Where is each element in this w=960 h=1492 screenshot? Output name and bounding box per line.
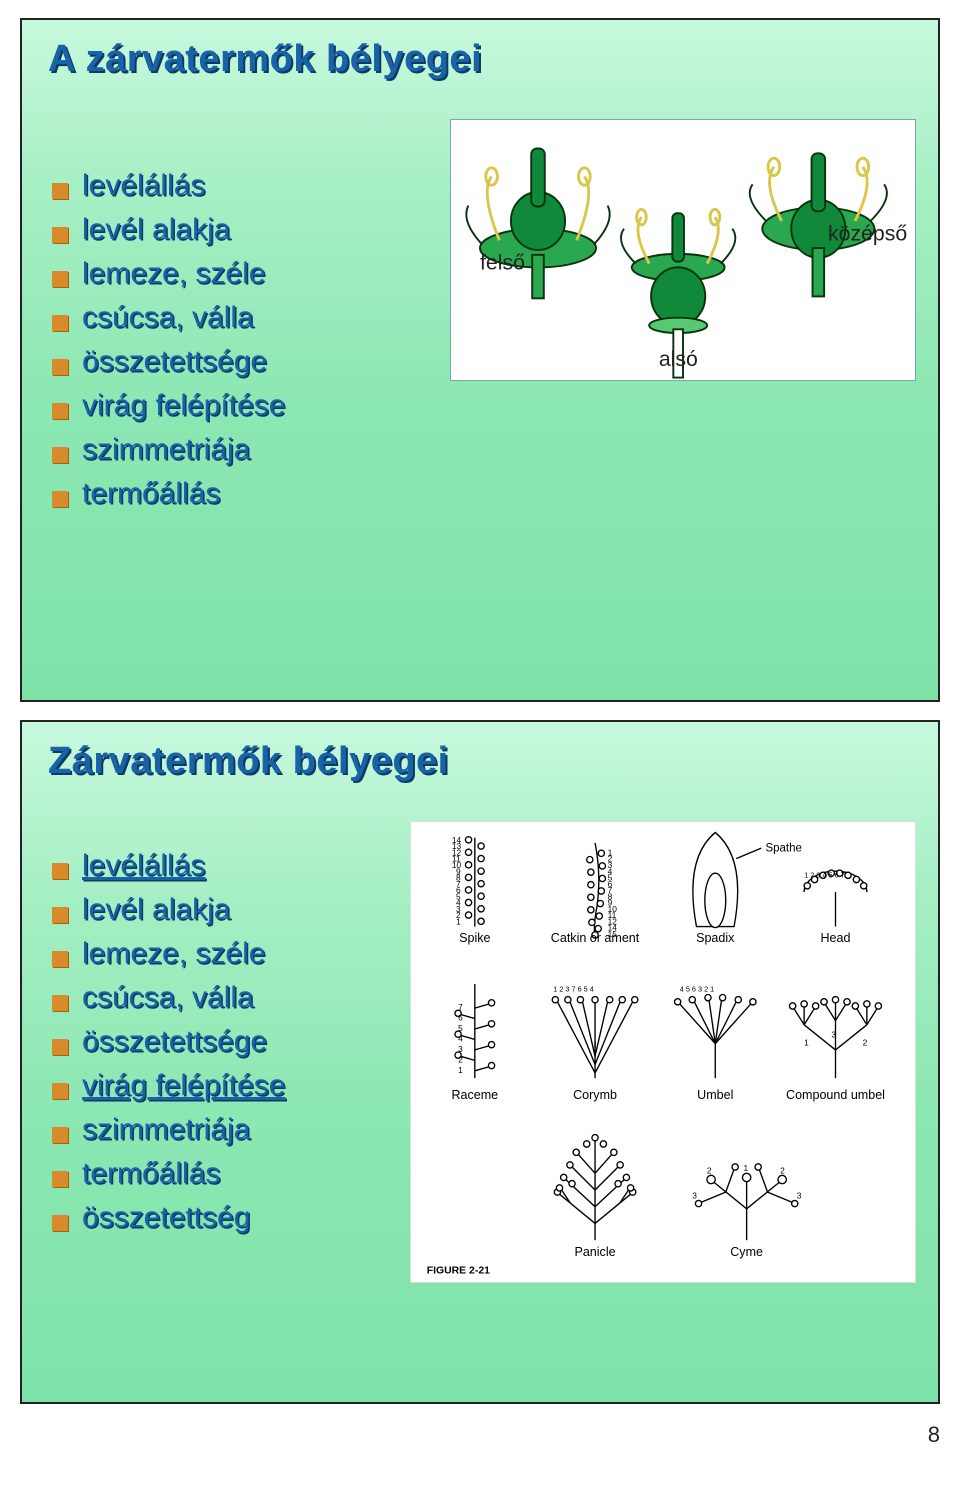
svg-text:1: 1 xyxy=(804,1038,809,1048)
bullet-square-icon xyxy=(52,1215,68,1231)
svg-text:6: 6 xyxy=(458,1013,463,1023)
label-also: alsó xyxy=(659,347,698,371)
bullet-square-icon xyxy=(52,995,68,1011)
svg-text:Head: Head xyxy=(821,931,851,945)
bullet-square-icon xyxy=(52,315,68,331)
bullet-square-icon xyxy=(52,1083,68,1099)
svg-text:7: 7 xyxy=(458,1002,463,1012)
list-item: termőállás xyxy=(52,1157,382,1191)
list-item: virág felépítése xyxy=(52,1069,382,1103)
svg-text:Panicle: Panicle xyxy=(574,1245,615,1259)
list-item: lemeze, széle xyxy=(52,257,422,291)
inflorescence-types-diagram: 1 2 3 4 5 6 7 8 9 10 11 xyxy=(410,821,916,1283)
label-kozepso: középső xyxy=(828,221,907,245)
bullet-square-icon xyxy=(52,183,68,199)
slide-1-bullets: levélállás levél alakja lemeze, széle cs… xyxy=(52,159,422,521)
svg-text:Cyme: Cyme xyxy=(730,1245,763,1259)
bullet-square-icon xyxy=(52,491,68,507)
list-item: levél alakja xyxy=(52,893,382,927)
bullet-square-icon xyxy=(52,227,68,243)
svg-text:3: 3 xyxy=(692,1190,697,1200)
svg-text:Compound umbel: Compound umbel xyxy=(786,1088,885,1102)
bullet-square-icon xyxy=(52,951,68,967)
svg-text:3: 3 xyxy=(831,1029,836,1039)
slide-2: Zárvatermők bélyegei levélállás levél al… xyxy=(20,720,940,1404)
svg-text:Spadix: Spadix xyxy=(696,931,735,945)
list-item: szimmetriája xyxy=(52,1113,382,1147)
bullet-text: levél alakja xyxy=(82,213,230,247)
slide-2-content: levélállás levél alakja lemeze, széle cs… xyxy=(44,821,916,1283)
bullet-square-icon xyxy=(52,1127,68,1143)
slide-1-title: A zárvatermők bélyegei xyxy=(48,38,916,81)
svg-text:2: 2 xyxy=(458,1054,463,1064)
svg-text:2: 2 xyxy=(863,1038,868,1048)
svg-text:Catkin or ament: Catkin or ament xyxy=(551,931,640,945)
svg-text:FIGURE 2-21: FIGURE 2-21 xyxy=(427,1266,490,1277)
list-item: csúcsa, válla xyxy=(52,301,422,335)
svg-text:Raceme: Raceme xyxy=(451,1088,498,1102)
bullet-text: összetettség xyxy=(82,1201,250,1235)
svg-text:Spathe: Spathe xyxy=(765,842,801,854)
bullet-text: összetettsége xyxy=(82,345,267,379)
bullet-text: levél alakja xyxy=(82,893,230,927)
bullet-square-icon xyxy=(52,1039,68,1055)
list-item: levél alakja xyxy=(52,213,422,247)
list-item: összetettsége xyxy=(52,345,422,379)
bullet-square-icon xyxy=(52,359,68,375)
bullet-text: levélállás xyxy=(82,849,205,883)
svg-text:3: 3 xyxy=(458,1044,463,1054)
list-item: összetettsége xyxy=(52,1025,382,1059)
list-item: lemeze, széle xyxy=(52,937,382,971)
bullet-square-icon xyxy=(52,403,68,419)
bullet-square-icon xyxy=(52,1171,68,1187)
ovary-position-diagram: felső xyxy=(450,119,916,381)
svg-text:5: 5 xyxy=(458,1023,463,1033)
list-item: csúcsa, válla xyxy=(52,981,382,1015)
bullet-text: szimmetriája xyxy=(82,433,250,467)
bullet-square-icon xyxy=(52,271,68,287)
bullet-square-icon xyxy=(52,863,68,879)
list-item: termőállás xyxy=(52,477,422,511)
bullet-text: lemeze, széle xyxy=(82,257,265,291)
bullet-text: virág felépítése xyxy=(82,389,285,423)
bullet-text: lemeze, széle xyxy=(82,937,265,971)
svg-text:3: 3 xyxy=(797,1190,802,1200)
page-number: 8 xyxy=(20,1422,940,1448)
svg-text:2: 2 xyxy=(780,1165,785,1175)
bullet-text: termőállás xyxy=(82,477,220,511)
svg-text:Umbel: Umbel xyxy=(697,1088,733,1102)
slide-2-bullets: levélállás levél alakja lemeze, széle cs… xyxy=(52,839,382,1245)
svg-text:1 2 3 7 6 5 4: 1 2 3 7 6 5 4 xyxy=(553,984,594,993)
bullet-square-icon xyxy=(52,447,68,463)
bullet-text: virág felépítése xyxy=(82,1069,285,1103)
svg-text:14: 14 xyxy=(452,835,462,845)
bullet-text: termőállás xyxy=(82,1157,220,1191)
svg-text:1: 1 xyxy=(744,1163,749,1173)
list-item: szimmetriája xyxy=(52,433,422,467)
svg-text:2: 2 xyxy=(707,1165,712,1175)
svg-text:Spike: Spike xyxy=(459,931,490,945)
list-item: levélállás xyxy=(52,849,382,883)
slide-1: A zárvatermők bélyegei levélállás levél … xyxy=(20,18,940,702)
label-felso: felső xyxy=(480,250,525,274)
list-item: levélállás xyxy=(52,169,422,203)
svg-text:1: 1 xyxy=(458,1065,463,1075)
bullet-text: összetettsége xyxy=(82,1025,267,1059)
svg-text:4: 4 xyxy=(458,1034,463,1044)
slide-1-content: levélállás levél alakja lemeze, széle cs… xyxy=(44,119,916,521)
bullet-text: csúcsa, válla xyxy=(82,301,254,335)
bullet-text: szimmetriája xyxy=(82,1113,250,1147)
list-item: virág felépítése xyxy=(52,389,422,423)
bullet-text: levélállás xyxy=(82,169,205,203)
svg-text:Corymb: Corymb xyxy=(573,1088,617,1102)
bullet-text: csúcsa, válla xyxy=(82,981,254,1015)
svg-text:4 5 6 3 2 1: 4 5 6 3 2 1 xyxy=(680,984,715,993)
bullet-square-icon xyxy=(52,907,68,923)
svg-text:1 2 3 4 5 6 7: 1 2 3 4 5 6 7 xyxy=(804,870,845,879)
slide-2-title: Zárvatermők bélyegei xyxy=(48,740,916,783)
list-item: összetettség xyxy=(52,1201,382,1235)
